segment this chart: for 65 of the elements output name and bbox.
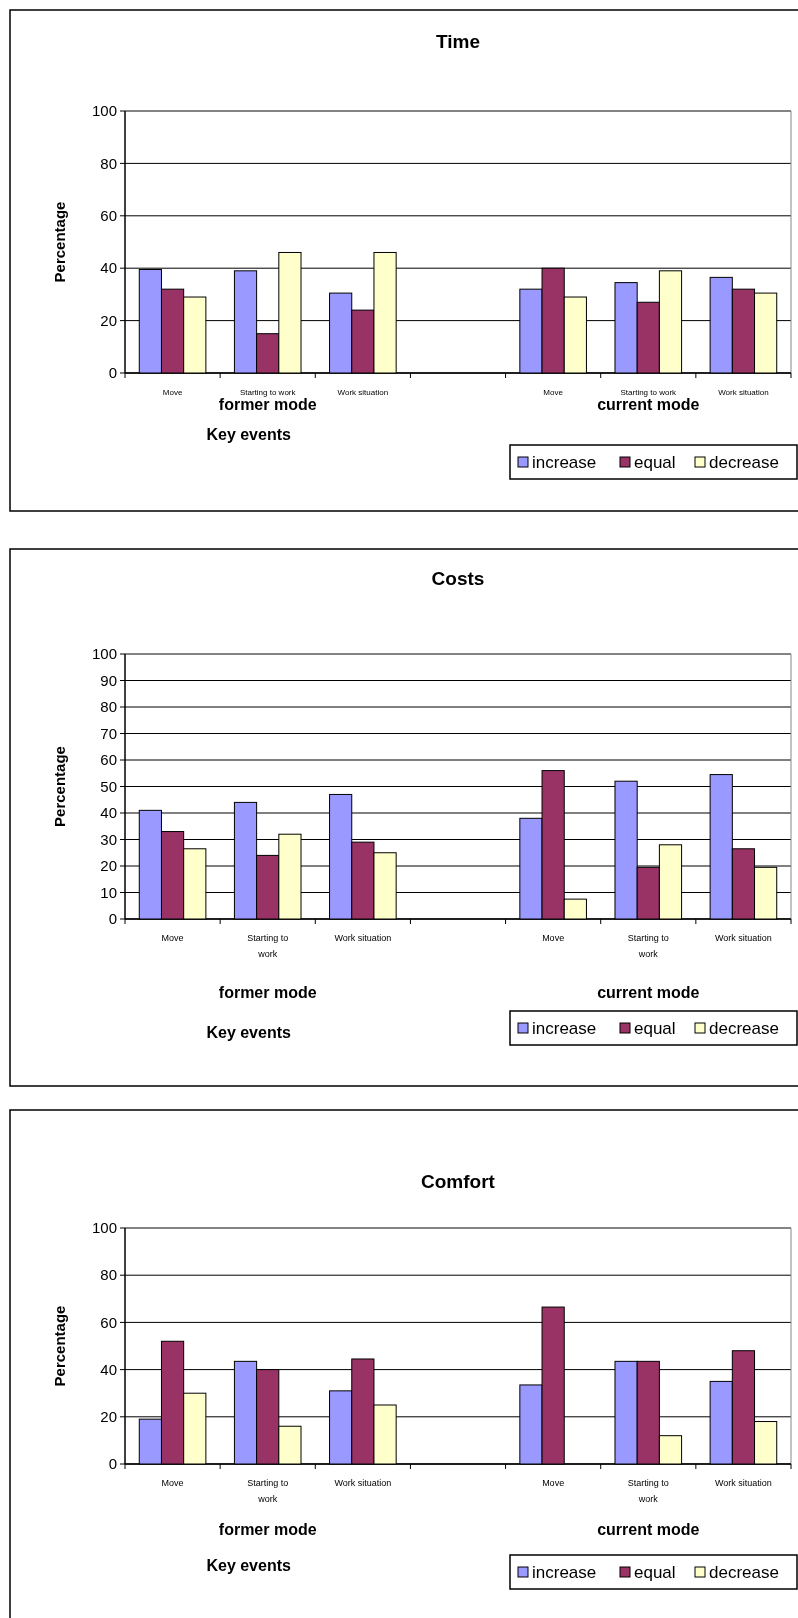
y-tick-label: 60 <box>100 207 117 225</box>
x-tick-label: Move <box>162 388 183 397</box>
y-tick-label: 0 <box>108 910 117 928</box>
x-tick-label: Work situation <box>337 388 389 397</box>
x-tick-label: Starting to work <box>247 933 289 960</box>
text: former mode <box>218 984 317 1001</box>
legend-label: increase <box>532 1018 597 1038</box>
y-tick-label: 40 <box>100 259 117 277</box>
y-tick-label: 80 <box>100 154 117 172</box>
legend-label: decrease <box>709 1562 779 1582</box>
y-tick-label: 40 <box>100 804 117 822</box>
x-tick-label: Work situation <box>715 933 772 943</box>
x-tick-label: Starting to work <box>247 1478 289 1505</box>
y-tick-label: 100 <box>91 1219 117 1237</box>
legend-label: decrease <box>709 452 779 472</box>
y-tick-label: 40 <box>100 1360 117 1378</box>
text: current mode <box>597 984 700 1001</box>
y-tick-label: 90 <box>100 671 117 689</box>
text: current mode <box>597 1521 700 1538</box>
x-tick-label: Move <box>543 388 564 397</box>
x-tick-label: Move <box>542 1478 565 1488</box>
x-axis-title: Key events <box>206 1557 292 1574</box>
legend-label: increase <box>532 1562 597 1582</box>
y-tick-label: 0 <box>108 364 117 382</box>
legend-label: increase <box>532 452 597 472</box>
x-tick-label: Work situation <box>334 1478 392 1488</box>
x-tick-label: Starting to work <box>627 1478 669 1505</box>
x-tick-label: Move <box>542 933 565 943</box>
y-tick-label: 20 <box>100 1408 117 1426</box>
y-tick-label: 60 <box>100 1313 117 1331</box>
x-axis-title: Key events <box>206 426 292 443</box>
text: former mode <box>218 1521 317 1538</box>
x-tick-label: Starting to work <box>239 388 297 397</box>
legend-label: equal <box>634 1562 676 1582</box>
x-tick-label: Starting to work <box>620 388 678 397</box>
y-tick-label: 10 <box>100 883 117 901</box>
legend-label: decrease <box>709 1018 779 1038</box>
y-tick-label: 100 <box>91 102 117 120</box>
x-tick-label: Work situation <box>334 933 392 943</box>
x-tick-label: Move <box>161 1478 184 1488</box>
x-axis-title: Key events <box>206 1024 292 1041</box>
y-tick-label: 0 <box>108 1455 117 1473</box>
text: former mode <box>218 396 317 413</box>
x-tick-label: Move <box>161 933 184 943</box>
y-tick-label: 20 <box>100 857 117 875</box>
y-tick-label: 70 <box>100 724 117 742</box>
x-tick-label: Work situation <box>718 388 769 397</box>
y-tick-label: 50 <box>100 777 117 795</box>
y-tick-label: 80 <box>100 1266 117 1284</box>
y-tick-label: 20 <box>100 311 117 329</box>
chart-title: Costs <box>431 568 485 589</box>
y-tick-label: 100 <box>91 645 117 663</box>
y-axis-title: Percentage <box>51 1305 68 1387</box>
chart-title: Comfort <box>421 1171 496 1192</box>
chart-title: Time <box>435 31 481 52</box>
y-tick-label: 30 <box>100 830 117 848</box>
legend-label: equal <box>634 452 676 472</box>
x-tick-label: Work situation <box>715 1478 772 1488</box>
legend-label: equal <box>634 1018 676 1038</box>
x-tick-label: Starting to work <box>627 933 669 960</box>
y-axis-title: Percentage <box>51 746 68 827</box>
y-tick-label: 60 <box>100 751 117 769</box>
y-tick-label: 80 <box>100 698 117 716</box>
y-axis-title: Percentage <box>51 201 68 283</box>
text: current mode <box>597 396 700 413</box>
